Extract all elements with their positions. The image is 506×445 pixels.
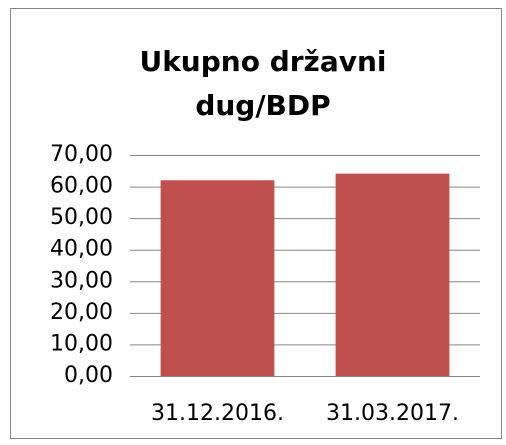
y-tick-label: 50,00	[50, 205, 113, 230]
y-tick-label: 20,00	[50, 300, 113, 325]
y-tick-label: 40,00	[50, 237, 113, 262]
y-tick-label: 70,00	[50, 142, 113, 167]
chart-title: Ukupno državni dug/BDP	[139, 45, 387, 122]
y-tick-label: 60,00	[50, 174, 113, 199]
bar	[160, 180, 275, 376]
y-tick-label: 30,00	[50, 268, 113, 293]
bar	[335, 173, 450, 376]
y-tick-label: 10,00	[50, 331, 113, 356]
x-tick-label: 31.03.2017.	[326, 401, 459, 426]
y-tick-label: 0,00	[64, 363, 113, 388]
x-tick-label: 31.12.2016.	[151, 401, 284, 426]
